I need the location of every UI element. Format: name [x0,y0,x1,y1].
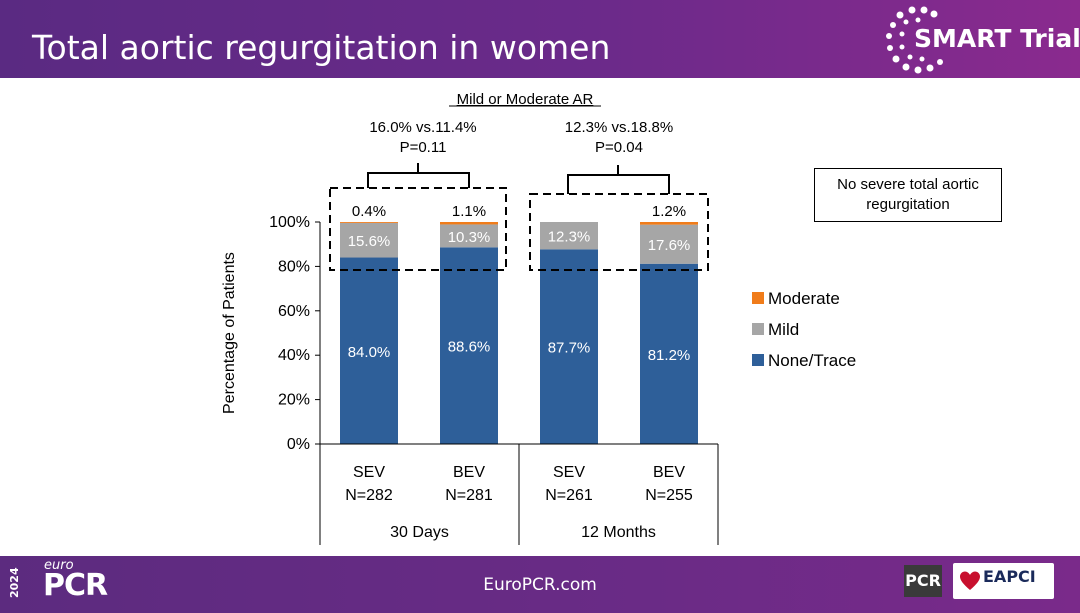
data-label: 0.4% [352,203,386,220]
stacked-bar-chart: 0% 20% 40% 60% 80% 100% Percentage of Patients… [221,91,856,545]
eapci-logo-box [953,563,1054,599]
no-severe-note: No severe total aortic regurgitation [814,168,1002,222]
smart-trial-wordmark: SMART Trial [914,24,1080,53]
comparison-p-value: P=0.04 [595,139,643,156]
bar-none-trace [540,249,598,444]
bars-layer: 84.0% 15.6% 0.4% 88.6% 10.3% 1.1% 87.7% 12.3% 81… [340,203,698,444]
legend-label: None/Trace [768,351,856,370]
data-label: 84.0% [348,344,391,361]
data-label: 88.6% [448,339,491,356]
legend-swatch [752,292,764,304]
bar-none-trace [340,257,398,444]
footer-bar [0,556,1080,613]
data-label: 15.6% [348,233,391,250]
x-category-label: SEV [553,464,585,481]
y-tick-label: 60% [278,303,310,320]
comparison-values: 12.3% vs.18.8% [565,119,673,136]
y-tick-label: 80% [278,258,310,275]
legend-label: Moderate [768,289,840,308]
x-category-n: N=282 [345,487,393,504]
x-category-n: N=255 [645,487,693,504]
y-axis: 0% 20% 40% 60% 80% 100% Percentage of Patients [221,214,321,453]
x-category-n: N=281 [445,487,493,504]
y-tick-label: 100% [269,214,310,231]
bar-none-trace [440,247,498,444]
footer-url-link[interactable]: EuroPCR.com [483,575,597,595]
annotation-title: Mild or Moderate AR [457,91,594,108]
x-category-label: BEV [453,464,485,481]
x-axis: SEV N=282 BEV N=281 SEV N=261 BEV N=255 30 Days 1… [319,443,719,545]
data-label: 87.7% [548,340,591,357]
y-tick-label: 0% [287,436,310,453]
bar-mild [640,224,698,264]
smart-trial-logo [886,6,943,74]
slide-title: Total aortic regurgitation in women [32,28,611,67]
bar-mild [540,222,598,250]
bar-moderate [640,222,698,225]
dashed-highlight-box [329,187,507,271]
europcr-euro-text: euro [44,558,74,573]
legend-swatch [752,354,764,366]
data-label: 81.2% [648,347,691,364]
x-group-label: 12 Months [581,524,656,541]
annotation-layer: Mild or Moderate AR 16.0% vs.11.4% P=0.11 1… [329,91,709,271]
y-tick-label: 40% [278,347,310,364]
eapci-wordmark: EAPCI [983,567,1036,586]
data-label: 17.6% [648,237,691,254]
x-category-n: N=261 [545,487,593,504]
comparison-values: 16.0% vs.11.4% [369,119,476,136]
y-axis-label: Percentage of Patients [221,252,238,414]
data-label: 12.3% [548,229,591,246]
data-label: 1.2% [652,203,686,220]
x-category-label: SEV [353,464,385,481]
y-tick-label: 20% [278,392,310,409]
x-group-label: 30 Days [390,524,449,541]
pcr-logo: PCR [904,565,942,597]
comparison-bracket [567,165,670,194]
legend: Moderate Mild None/Trace [752,289,856,370]
bar-moderate [340,222,398,223]
data-label: 1.1% [452,203,486,220]
comparison-bracket [367,163,470,188]
data-label: 10.3% [448,229,491,246]
legend-swatch [752,323,764,335]
comparison-p-value: P=0.11 [400,139,447,156]
heart-icon [960,571,980,590]
x-category-label: BEV [653,464,685,481]
europcr-year: 2024 [8,567,21,599]
dashed-highlight-box [529,193,709,271]
bar-moderate [440,222,498,225]
bar-none-trace [640,263,698,444]
bar-mild [440,224,498,248]
dots-circle-icon [886,6,943,74]
legend-label: Mild [768,320,799,339]
bar-mild [340,222,398,258]
europcr-logo: PCR [43,568,108,603]
